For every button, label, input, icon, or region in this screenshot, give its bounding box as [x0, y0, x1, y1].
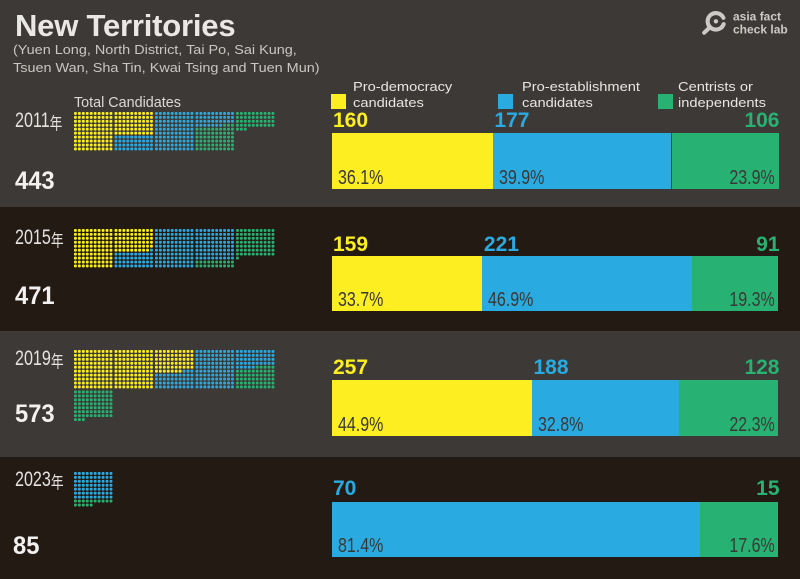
svg-text:check lab: check lab	[733, 22, 788, 36]
svg-text:asia fact: asia fact	[733, 9, 781, 23]
